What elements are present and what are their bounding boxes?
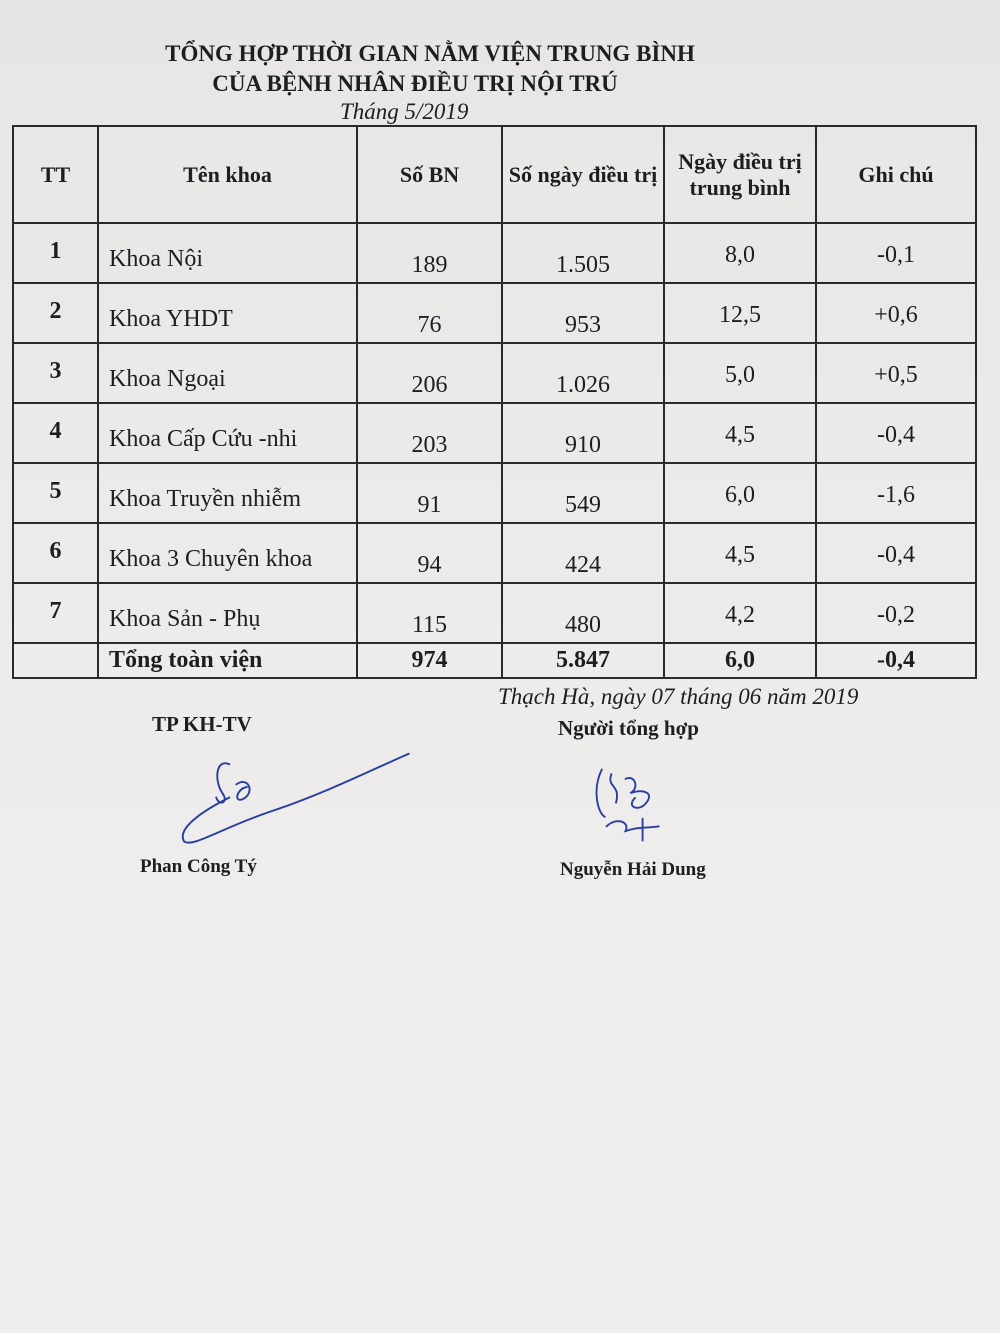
table-cell: +0,6: [815, 282, 977, 344]
table-cell: 5: [12, 462, 99, 524]
total-cell: Tổng toàn viện: [97, 642, 358, 679]
table-cell: 1.505: [501, 222, 665, 284]
document-title-line1: TỔNG HỢP THỜI GIAN NẰM VIỆN TRUNG BÌNH: [165, 41, 695, 66]
total-cell: -0,4: [815, 642, 977, 679]
table-cell: 549: [501, 462, 665, 524]
table-cell: 3: [12, 342, 99, 404]
table-row: 3 Khoa Ngoại 206 1.026 5,0 +0,5: [12, 342, 977, 404]
table-row: 7 Khoa Sản - Phụ 115 480 4,2 -0,2: [12, 582, 977, 644]
table-cell: 1.026: [501, 342, 665, 404]
table-cell: 8,0: [663, 222, 817, 284]
table-cell: 94: [356, 522, 503, 584]
table-cell: 953: [501, 282, 665, 344]
table-row: 1 Khoa Nội 189 1.505 8,0 -0,1: [12, 222, 977, 284]
document-subtitle: Tháng 5/2019: [340, 99, 469, 124]
table-cell: Khoa 3 Chuyên khoa: [97, 522, 358, 584]
table-row: 5 Khoa Truyền nhiễm 91 549 6,0 -1,6: [12, 462, 977, 524]
table-cell: 424: [501, 522, 665, 584]
table-cell: Khoa Ngoại: [97, 342, 358, 404]
column-header: Ghi chú: [815, 125, 977, 224]
table-cell: 91: [356, 462, 503, 524]
table-cell: -0,4: [815, 402, 977, 464]
table-cell: Khoa Sản - Phụ: [97, 582, 358, 644]
table-cell: 4,5: [663, 522, 817, 584]
table-row: 6 Khoa 3 Chuyên khoa 94 424 4,5 -0,4: [12, 522, 977, 584]
table-cell: 1: [12, 222, 99, 284]
total-cell: 974: [356, 642, 503, 679]
table-cell: 6: [12, 522, 99, 584]
total-cell: 5.847: [501, 642, 665, 679]
right-signer-name: Nguyễn Hải Dung: [560, 859, 706, 880]
total-cell: [12, 642, 99, 679]
right-signature: [595, 768, 660, 842]
place-date: Thạch Hà, ngày 07 tháng 06 năm 2019: [498, 684, 859, 709]
document-title-line2: CỦA BỆNH NHÂN ĐIỀU TRỊ NỘI TRÚ: [212, 71, 618, 96]
column-header: Ngày điều trị trung bình: [663, 125, 817, 224]
table-cell: +0,5: [815, 342, 977, 404]
table-row: 4 Khoa Cấp Cứu -nhi 203 910 4,5 -0,4: [12, 402, 977, 464]
table-row: 2 Khoa YHDT 76 953 12,5 +0,6: [12, 282, 977, 344]
table-cell: 5,0: [663, 342, 817, 404]
table-header-row: TT Tên khoa Số BN Số ngày điều trị Ngày …: [12, 125, 977, 224]
table-cell: 6,0: [663, 462, 817, 524]
total-row: Tổng toàn viện 974 5.847 6,0 -0,4: [12, 642, 977, 679]
table-cell: 206: [356, 342, 503, 404]
table-cell: 203: [356, 402, 503, 464]
table-cell: Khoa YHDT: [97, 282, 358, 344]
table-cell: 480: [501, 582, 665, 644]
table-cell: 12,5: [663, 282, 817, 344]
table-cell: 2: [12, 282, 99, 344]
table-cell: Khoa Truyền nhiễm: [97, 462, 358, 524]
table-cell: 4: [12, 402, 99, 464]
summary-table: TT Tên khoa Số BN Số ngày điều trị Ngày …: [12, 125, 977, 679]
table-cell: 115: [356, 582, 503, 644]
table-cell: Khoa Nội: [97, 222, 358, 284]
column-header: Số BN: [356, 125, 503, 224]
left-signer-name: Phan Công Tý: [140, 856, 257, 877]
table-cell: -1,6: [815, 462, 977, 524]
column-header: Số ngày điều trị: [501, 125, 665, 224]
table-cell: 4,5: [663, 402, 817, 464]
table-cell: -0,4: [815, 522, 977, 584]
left-signer-title: TP KH-TV: [152, 712, 252, 736]
column-header: Tên khoa: [97, 125, 358, 224]
table-cell: 189: [356, 222, 503, 284]
table-cell: 910: [501, 402, 665, 464]
column-header: TT: [12, 125, 99, 224]
table-cell: 76: [356, 282, 503, 344]
table-cell: Khoa Cấp Cứu -nhi: [97, 402, 358, 464]
left-signature: [181, 752, 410, 844]
table-cell: 4,2: [663, 582, 817, 644]
table-cell: -0,2: [815, 582, 977, 644]
total-cell: 6,0: [663, 642, 817, 679]
right-signer-title: Người tổng hợp: [558, 716, 699, 740]
table-cell: -0,1: [815, 222, 977, 284]
table-cell: 7: [12, 582, 99, 644]
